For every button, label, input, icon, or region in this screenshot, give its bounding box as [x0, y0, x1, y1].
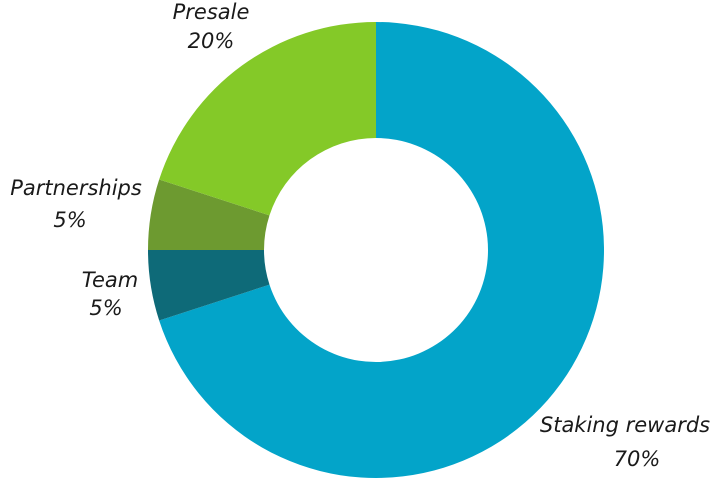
- slice-team: [148, 250, 270, 321]
- slice-staking-rewards: [159, 22, 605, 479]
- value-partnerships: 5%: [53, 208, 86, 232]
- label-presale: Presale: [173, 0, 250, 24]
- donut-slices: [148, 22, 605, 479]
- label-partnerships: Partnerships: [10, 176, 142, 200]
- value-presale: 20%: [188, 29, 235, 53]
- slice-presale: [159, 22, 376, 216]
- value-staking-rewards: 70%: [614, 447, 661, 471]
- label-staking-rewards: Staking rewards: [540, 413, 710, 437]
- label-team: Team: [82, 268, 138, 292]
- slice-labels: Staking rewards 70% Team 5% Partnerships…: [10, 0, 710, 471]
- slice-partnerships: [148, 179, 270, 250]
- value-team: 5%: [89, 296, 122, 320]
